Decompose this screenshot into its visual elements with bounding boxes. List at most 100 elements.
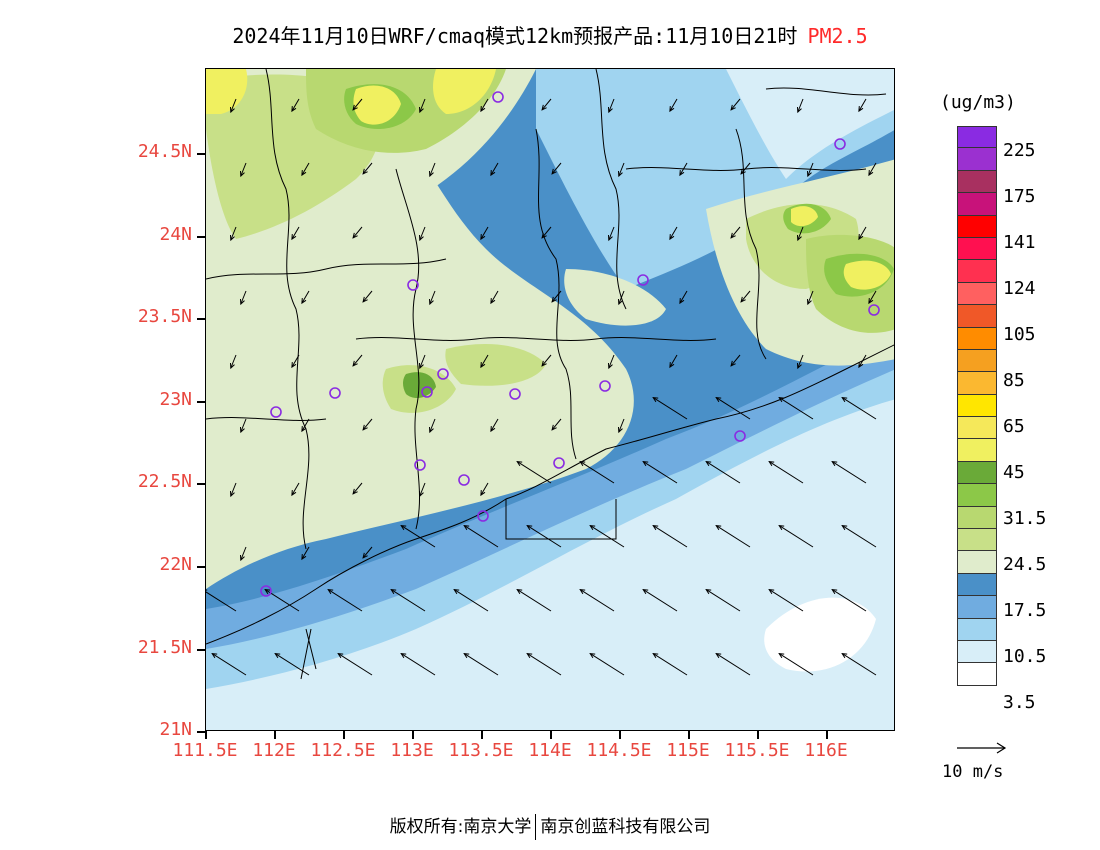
lat-tick xyxy=(197,236,205,238)
lat-label: 24N xyxy=(159,224,192,245)
wind-arrow xyxy=(778,397,814,420)
wind-arrow xyxy=(841,525,877,548)
wind-arrow-head xyxy=(730,360,736,367)
wind-arrow-head xyxy=(807,170,812,178)
wind-arrow xyxy=(230,226,237,241)
wind-arrow xyxy=(618,418,625,433)
wind-arrow xyxy=(526,525,562,548)
wind-arrow-head xyxy=(652,652,659,659)
wind-arrow xyxy=(551,162,562,175)
station-markers xyxy=(260,91,880,597)
wind-arrow xyxy=(579,589,615,612)
wind-arrow xyxy=(480,226,489,240)
wind-arrow-head xyxy=(240,426,245,434)
wind-arrow xyxy=(211,653,247,676)
station-marker xyxy=(437,368,449,380)
wind-arrow-head xyxy=(669,362,675,369)
wind-arrow-head xyxy=(541,104,547,111)
wind-arrow-head xyxy=(858,106,864,113)
wind-arrow-head xyxy=(715,524,722,531)
colorbar-swatch xyxy=(957,372,997,395)
colorbar-label: 175 xyxy=(1003,186,1036,207)
lat-tick xyxy=(197,401,205,403)
wind-arrow xyxy=(463,653,499,676)
wind-arrow xyxy=(858,98,867,112)
wind-arrow xyxy=(480,482,489,496)
wind-arrow-head xyxy=(679,170,685,177)
wind-arrow-head xyxy=(230,362,235,370)
wind-arrow-head xyxy=(480,490,486,497)
colorbar-swatch xyxy=(957,260,997,283)
wind-arrow xyxy=(301,290,310,304)
wind-arrow-head xyxy=(301,298,307,305)
lon-label: 112E xyxy=(252,740,296,761)
wind-arrow-head xyxy=(715,396,722,403)
wind-arrow-head xyxy=(291,106,297,113)
colorbar-swatch xyxy=(957,394,997,418)
wind-arrow-head xyxy=(211,652,218,659)
wind-arrow xyxy=(516,461,552,484)
wind-arrow-head xyxy=(516,588,523,595)
lat-tick xyxy=(197,566,205,568)
wind-arrow xyxy=(230,482,237,497)
wind-arrow-head xyxy=(841,652,848,659)
wind-arrow-head xyxy=(797,234,802,242)
wind-arrow xyxy=(352,482,363,495)
wind-arrow xyxy=(608,226,615,241)
wind-arrow-head xyxy=(541,360,547,367)
wind-arrow-head xyxy=(390,588,397,595)
wind-arrow-head xyxy=(480,362,486,369)
wind-arrow xyxy=(551,290,562,303)
station-marker xyxy=(407,279,419,291)
wind-arrow-head xyxy=(419,362,424,370)
wind-arrow xyxy=(390,589,426,612)
lon-label: 115.5E xyxy=(724,740,790,761)
wind-vector-field xyxy=(206,98,877,676)
wind-arrow-head xyxy=(419,234,424,242)
wind-arrow-head xyxy=(858,362,864,369)
wind-arrow xyxy=(230,354,237,369)
wind-arrow-head xyxy=(858,234,864,241)
wind-arrow xyxy=(618,162,625,177)
colorbar-swatch xyxy=(957,327,997,350)
wind-arrow-head xyxy=(868,298,874,305)
colorbar-swatch xyxy=(957,417,997,440)
colorbar-label: 3.5 xyxy=(1003,692,1036,713)
title-main: 2024年11月10日WRF/cmaq模式12km预报产品:11月10日21时 xyxy=(232,24,798,48)
lon-tick xyxy=(757,731,759,739)
wind-arrow xyxy=(797,226,804,241)
colorbar-swatch xyxy=(957,282,997,306)
wind-arrow-head xyxy=(480,106,486,113)
wind-arrow xyxy=(705,589,741,612)
colorbar-swatch xyxy=(957,506,997,530)
wind-arrow xyxy=(400,653,436,676)
wind-arrow-head xyxy=(419,106,424,114)
wind-arrow-head xyxy=(362,552,368,559)
station-marker xyxy=(492,91,504,103)
wind-arrow xyxy=(669,226,678,240)
copyright-footer: 版权所有:南京大学 南京创蓝科技有限公司 xyxy=(0,812,1100,840)
wind-arrow xyxy=(352,354,363,367)
colorbar-label: 45 xyxy=(1003,462,1025,483)
lat-label: 21.5N xyxy=(137,637,192,658)
wind-arrow-head xyxy=(642,460,649,467)
station-marker xyxy=(553,457,565,469)
wind-arrow-head xyxy=(768,588,775,595)
lat-label: 21N xyxy=(159,719,192,740)
wind-arrow-head xyxy=(516,460,523,467)
legend-unit: (ug/m3) xyxy=(940,92,1016,113)
wind-arrow-head xyxy=(868,170,874,177)
wind-arrow-head xyxy=(362,424,368,431)
wind-arrow xyxy=(301,546,310,560)
lon-label: 113.5E xyxy=(448,740,514,761)
colorbar-label: 225 xyxy=(1003,140,1036,161)
wind-arrow-head xyxy=(579,588,586,595)
wind-arrow xyxy=(463,525,499,548)
wind-arrow xyxy=(352,226,363,239)
wind-arrow-head xyxy=(230,106,235,114)
colorbar-label: 65 xyxy=(1003,416,1025,437)
wind-arrow-head xyxy=(551,424,557,431)
station-marker xyxy=(421,386,433,398)
wind-arrow-head xyxy=(429,298,434,306)
wind-arrow xyxy=(291,354,300,368)
